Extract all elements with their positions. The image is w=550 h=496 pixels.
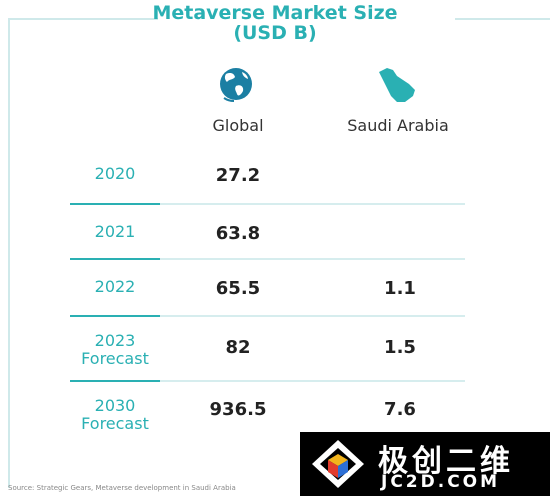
frame-top-left-line <box>8 18 158 20</box>
saudi-value-2022: 1.1 <box>384 278 416 299</box>
row-year-label: 2023 <box>94 331 136 350</box>
watermark-subtext: JC2D.COM <box>381 472 501 492</box>
row-divider <box>70 258 465 260</box>
source-note: Source: Strategic Gears, Metaverse devel… <box>8 484 236 492</box>
watermark-logo-icon <box>308 436 368 496</box>
global-value-2022: 65.5 <box>215 278 261 299</box>
row-year-2030: 2030 Forecast <box>70 397 160 433</box>
row-divider-accent <box>70 380 160 382</box>
row-year-label: 2020 <box>94 164 136 183</box>
global-value-2021: 63.8 <box>215 223 261 244</box>
row-year-label: 2022 <box>94 277 136 296</box>
row-year-label: 2021 <box>94 222 136 241</box>
chart-title: Metaverse Market Size <box>152 2 398 24</box>
frame-left-line <box>8 18 10 488</box>
saudi-map-icon <box>375 62 419 110</box>
global-value-2030: 936.5 <box>209 399 267 420</box>
row-year-2023: 2023 Forecast <box>70 332 160 368</box>
row-divider <box>70 380 465 382</box>
column-header-global: Global <box>212 116 264 135</box>
saudi-value-2030: 7.6 <box>384 399 416 420</box>
globe-icon <box>218 64 254 108</box>
row-divider <box>70 315 465 317</box>
row-year-sublabel: Forecast <box>81 349 149 368</box>
row-year-2020: 2020 <box>70 165 160 183</box>
chart-subtitle: (USD B) <box>233 22 317 44</box>
watermark-text: 极创二维 <box>378 444 514 479</box>
frame-top-right-line <box>455 18 550 20</box>
row-divider-accent <box>70 203 160 205</box>
column-header-saudi-arabia: Saudi Arabia <box>347 116 449 135</box>
saudi-value-2023: 1.5 <box>384 337 416 358</box>
row-year-2022: 2022 <box>70 278 160 296</box>
global-value-2020: 27.2 <box>215 165 261 186</box>
row-divider-accent <box>70 315 160 317</box>
row-year-label: 2030 <box>94 396 136 415</box>
row-year-sublabel: Forecast <box>81 414 149 433</box>
row-divider <box>70 203 465 205</box>
global-value-2023: 82 <box>225 337 251 358</box>
row-year-2021: 2021 <box>70 223 160 241</box>
row-divider-accent <box>70 258 160 260</box>
